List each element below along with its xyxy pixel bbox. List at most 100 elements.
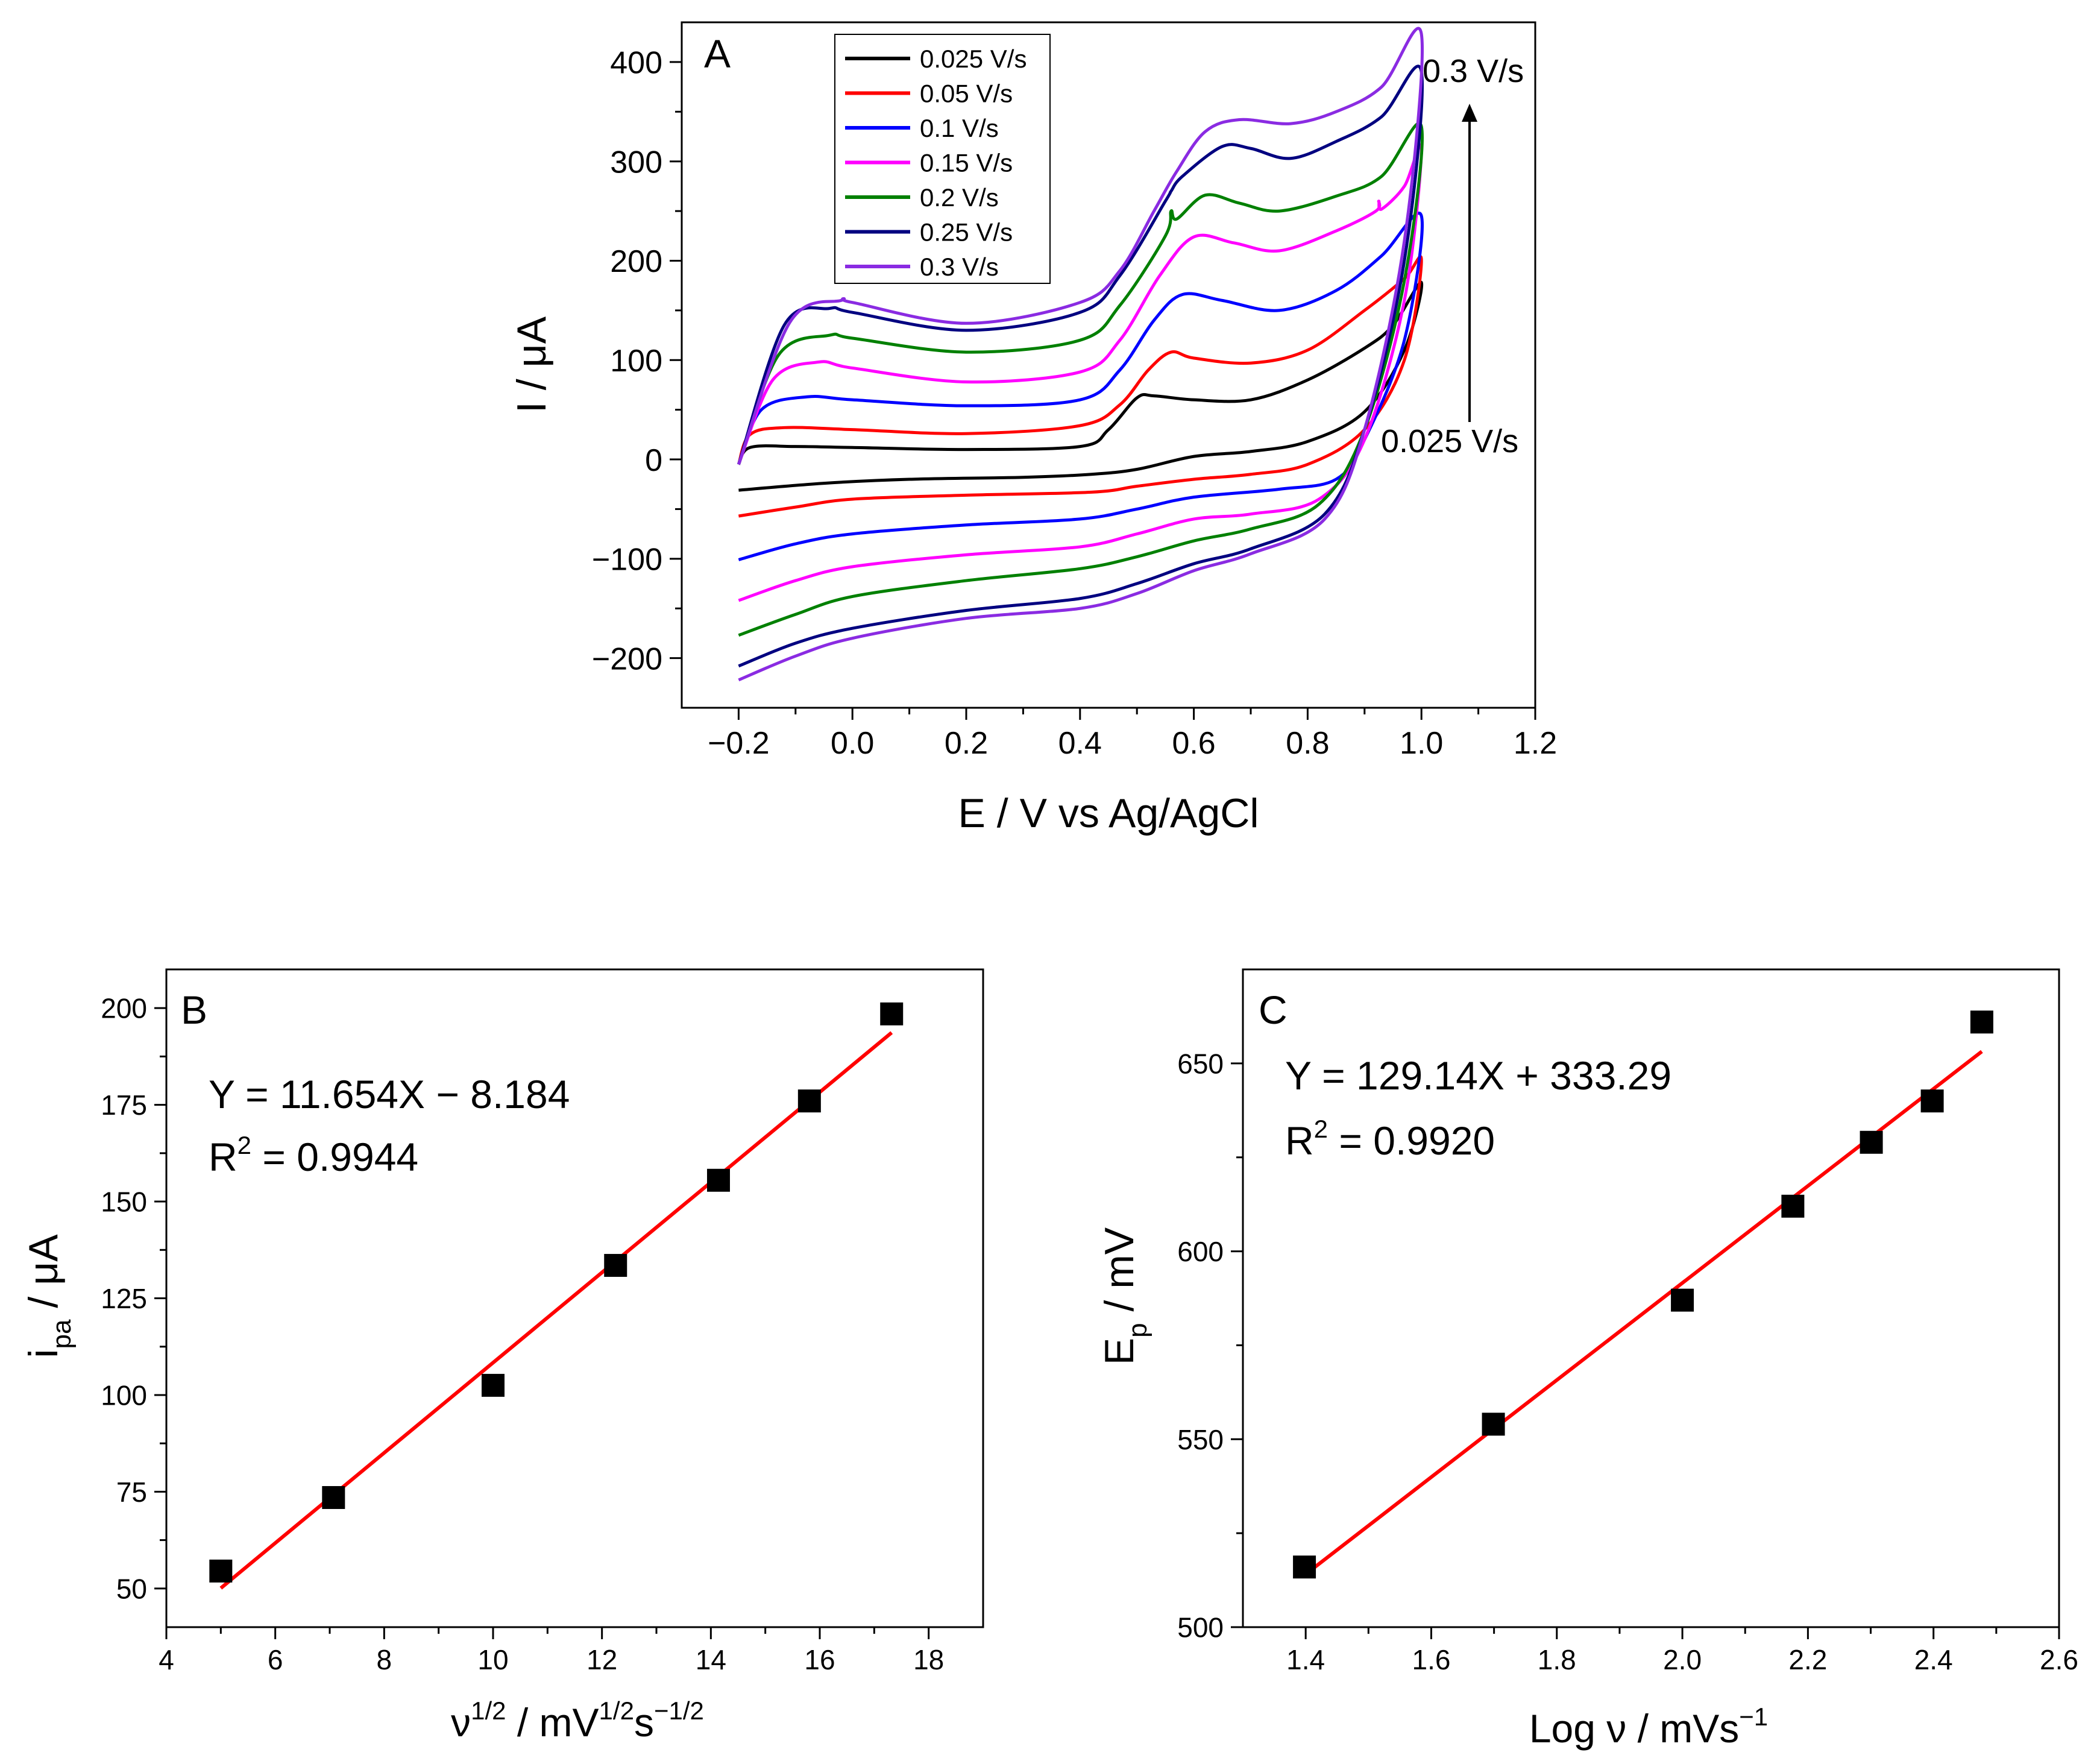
y-tick-label: 550 — [1177, 1424, 1224, 1455]
data-point — [1860, 1130, 1883, 1154]
increase-arrow-head-icon — [1462, 104, 1477, 122]
y-tick-label: 0 — [645, 443, 662, 478]
y-tick-label: 150 — [101, 1186, 147, 1218]
data-point — [209, 1559, 233, 1583]
y-tick-label: 400 — [610, 46, 662, 81]
data-point — [706, 1168, 730, 1192]
panel-b-label: B — [181, 988, 207, 1032]
data-point — [1920, 1089, 1944, 1113]
panel-a-plot-frame — [681, 21, 1536, 709]
panel-a-cyclic-voltammogram: −0.2 0.0 0.2 0.4 0.6 0.8 1.0 1.2 −200 −100 0 100 200… — [509, 21, 1557, 836]
panel-a-curves — [737, 27, 1424, 682]
panel-a-y-axis-label: I / μA — [509, 316, 555, 413]
x-tick-label: 2.4 — [1914, 1644, 1953, 1675]
x-tick-label: 2.6 — [2040, 1644, 2078, 1675]
panel-c-peak-potential-plot: 1.4 1.6 1.8 2.0 2.2 2.4 2.6 500 550 600 650 C Y = … — [1096, 968, 2078, 1751]
panel-c-equation: Y = 129.14X + 333.29 — [1285, 1053, 1671, 1098]
x-tick-label: 2.2 — [1788, 1644, 1827, 1675]
y-tick-label: 100 — [610, 344, 662, 379]
x-tick-label: 0.6 — [1172, 726, 1215, 761]
x-tick-label: 14 — [696, 1644, 726, 1675]
x-tick-label: 10 — [477, 1644, 508, 1675]
panel-c-y-axis-label: Ep / mV — [1096, 1227, 1152, 1365]
x-tick-label: 8 — [377, 1644, 392, 1675]
y-tick-label: 100 — [101, 1380, 147, 1411]
data-point — [482, 1373, 505, 1397]
panel-b-y-axis-label: ipa / μA — [20, 1234, 77, 1358]
x-tick-label: 0.2 — [945, 726, 988, 761]
scan-rate-annotation: 0.3 V/s 0.025 V/s — [1381, 53, 1524, 459]
panel-b-ticks: 4 6 8 10 12 14 16 18 50 75 100 125 150 175 200 — [101, 993, 944, 1675]
y-tick-label: 50 — [116, 1573, 147, 1604]
legend-box — [834, 34, 1051, 284]
x-tick-label: 0.4 — [1058, 726, 1102, 761]
cv-curve-3 — [737, 143, 1423, 602]
panel-c-x-axis-label: Log ν / mVs−1 — [1529, 1703, 1768, 1751]
y-tick-label: −200 — [592, 641, 662, 676]
data-point — [1293, 1555, 1316, 1579]
data-point — [322, 1486, 345, 1510]
y-tick-label: 200 — [101, 993, 147, 1024]
y-tick-label: 500 — [1177, 1612, 1224, 1643]
panel-b-peak-current-plot: 4 6 8 10 12 14 16 18 50 75 100 125 150 175 200 B Y = 1… — [20, 968, 984, 1745]
x-tick-label: 1.8 — [1538, 1644, 1576, 1675]
legend-label: 0.15 V/s — [920, 149, 1013, 177]
panel-a-ticks: −0.2 0.0 0.2 0.4 0.6 0.8 1.0 1.2 −200 −100 0 100 200… — [592, 46, 1557, 761]
y-tick-label: 125 — [101, 1283, 147, 1314]
panel-b-plot-frame — [165, 968, 984, 1628]
legend-label: 0.1 V/s — [920, 114, 999, 142]
x-tick-label: 0.0 — [831, 726, 874, 761]
legend-label: 0.05 V/s — [920, 80, 1013, 108]
panel-b-x-axis-label: ν1/2 / mV1/2s−1/2 — [451, 1696, 704, 1745]
y-tick-label: 75 — [116, 1476, 147, 1508]
panel-a-legend: 0.025 V/s 0.05 V/s 0.1 V/s 0.15 V/s 0.2 V/s 0… — [834, 34, 1051, 284]
y-tick-label: 300 — [610, 145, 662, 180]
x-tick-label: 1.6 — [1412, 1644, 1450, 1675]
y-tick-label: −100 — [592, 543, 662, 578]
x-tick-label: 1.0 — [1400, 726, 1443, 761]
x-tick-label: 2.0 — [1663, 1644, 1702, 1675]
data-point — [1671, 1288, 1694, 1312]
cv-curve-6 — [737, 27, 1424, 682]
y-tick-label: 600 — [1177, 1236, 1224, 1267]
cv-curve-5 — [737, 65, 1424, 668]
cv-curve-2 — [737, 212, 1424, 561]
panel-b-r-squared: R2 = 0.9944 — [209, 1131, 418, 1179]
y-tick-label: 175 — [101, 1089, 147, 1121]
panel-c-fit-and-points — [1293, 1010, 1993, 1579]
data-point — [1482, 1413, 1505, 1436]
panel-c-r-squared: R2 = 0.9920 — [1285, 1115, 1495, 1163]
legend-label: 0.3 V/s — [920, 253, 999, 281]
data-point — [1970, 1010, 1993, 1034]
data-point — [880, 1002, 904, 1025]
cv-curve-1 — [737, 255, 1423, 518]
legend-label: 0.25 V/s — [920, 218, 1013, 247]
data-point — [604, 1253, 627, 1277]
y-tick-label: 200 — [610, 244, 662, 279]
data-point — [1781, 1194, 1805, 1218]
cv-curve-4 — [737, 122, 1424, 637]
panel-a-x-axis-label: E / V vs Ag/AgCl — [958, 790, 1259, 836]
panel-b-equation: Y = 11.654X − 8.184 — [209, 1072, 570, 1117]
y-tick-label: 650 — [1177, 1048, 1224, 1079]
annotation-top-label: 0.3 V/s — [1423, 53, 1524, 89]
x-tick-label: 16 — [804, 1644, 835, 1675]
panel-c-label: C — [1259, 988, 1288, 1032]
x-tick-label: −0.2 — [708, 726, 770, 761]
x-tick-label: 12 — [586, 1644, 617, 1675]
legend-label: 0.025 V/s — [920, 45, 1027, 73]
annotation-bottom-label: 0.025 V/s — [1381, 423, 1518, 459]
x-tick-label: 6 — [268, 1644, 283, 1675]
x-tick-label: 18 — [913, 1644, 944, 1675]
x-tick-label: 0.8 — [1286, 726, 1329, 761]
panel-c-plot-frame — [1242, 968, 2060, 1628]
panel-b-fit-and-points — [209, 1002, 904, 1590]
panel-a-label: A — [704, 31, 731, 76]
legend-label: 0.2 V/s — [920, 183, 999, 212]
data-point — [797, 1089, 821, 1113]
x-tick-label: 4 — [159, 1644, 174, 1675]
x-tick-label: 1.4 — [1286, 1644, 1325, 1675]
panel-c-ticks: 1.4 1.6 1.8 2.0 2.2 2.4 2.6 500 550 600 650 — [1177, 1048, 2078, 1675]
x-tick-label: 1.2 — [1514, 726, 1557, 761]
